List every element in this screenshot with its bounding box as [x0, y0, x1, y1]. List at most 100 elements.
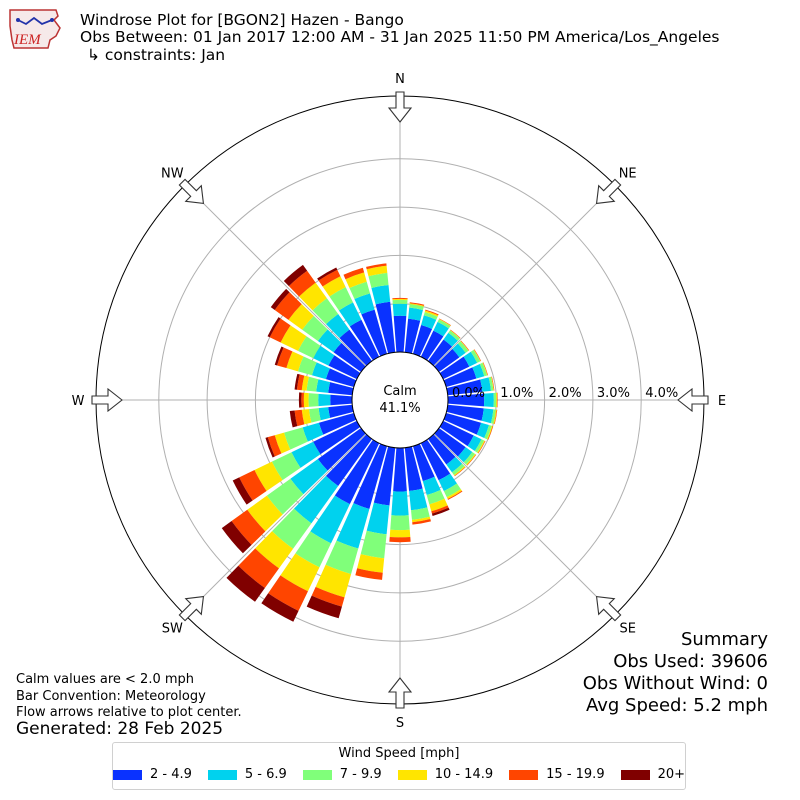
windrose-bar-290-bin-1	[325, 368, 357, 388]
chart-subtitle: Obs Between: 01 Jan 2017 12:00 AM - 31 J…	[80, 28, 720, 46]
windrose-bar-140-bin-5	[454, 466, 466, 477]
windrose-bar-310-bin-5	[274, 292, 302, 320]
windrose-bar-170-bin-2	[409, 488, 428, 511]
legend-label: 5 - 6.9	[244, 767, 287, 782]
windrose-bar-10-bin-2	[408, 307, 423, 321]
windrose-bar-320-bin-4	[299, 282, 327, 311]
windrose-bar-330-bin-2	[338, 302, 362, 327]
windrose-bar-260-bin-4	[301, 409, 312, 425]
chart-constraints: ↳ constraints: Jan	[87, 46, 226, 64]
windrose-bar-150-bin-2	[438, 473, 457, 492]
windrose-bar-140-bin-3	[451, 463, 465, 476]
grid-spoke	[433, 184, 616, 367]
windrose-bar-300-bin-3	[297, 336, 321, 359]
windrose-bar-250-bin-3	[284, 427, 308, 450]
windrose-bar-290-bin-5	[277, 347, 293, 369]
windrose-bar-60-bin-3	[470, 349, 481, 363]
windrose-bar-100-bin-1	[446, 404, 484, 421]
windrose-bar-200-bin-4	[315, 564, 352, 598]
direction-arrow-e	[677, 387, 709, 413]
windrose-bar-340-bin-1	[361, 309, 388, 357]
windrose-bar-320-bin-2	[325, 313, 350, 338]
windrose-bar-80-bin-1	[446, 379, 483, 396]
legend-label: 15 - 19.9	[546, 767, 605, 782]
windrose-bar-170-bin-5	[412, 519, 431, 525]
windrose-bar-90-bin-5	[496, 392, 498, 408]
windrose-bar-170-bin-4	[411, 516, 431, 523]
windrose-bar-280-bin-3	[306, 376, 319, 392]
logo-text: IEM	[13, 32, 42, 48]
windrose-bar-290-bin-4	[286, 351, 304, 372]
windrose-bar-50-bin-5	[460, 340, 470, 351]
calm-label: Calm	[383, 384, 416, 399]
windrose-bar-120-bin-3	[474, 439, 485, 453]
radial-tick-label: 2.0%	[549, 386, 582, 401]
windrose-bar-270-bin-3	[308, 393, 319, 407]
windrose-bar-250-bin-2	[302, 422, 324, 442]
legend-item: 7 - 9.9	[302, 767, 382, 782]
windrose-bar-210-bin-3	[295, 531, 332, 568]
generated-date: Generated: 28 Feb 2025	[16, 719, 224, 739]
windrose-bar-120-bin-5	[477, 440, 486, 454]
windrose-bar-60-bin-2	[463, 351, 478, 367]
windrose-bar-270-bin-1	[330, 394, 353, 406]
windrose-bar-90-bin-4	[496, 392, 498, 408]
windrose-bar-320-bin-6	[283, 264, 308, 287]
windrose-bar-140-bin-4	[453, 466, 466, 476]
windrose-bar-200-bin-1	[353, 443, 388, 509]
direction-arrow-s	[387, 677, 413, 709]
windrose-bar-30-bin-1	[420, 330, 444, 361]
windrose-bar-50-bin-2	[452, 343, 466, 358]
legend-swatch	[207, 769, 237, 780]
windrose-bar-300-bin-1	[328, 355, 361, 380]
windrose-bar-240-bin-1	[313, 420, 361, 455]
windrose-bar-270-bin-4	[303, 392, 309, 408]
windrose-bar-330-bin-4	[322, 276, 346, 297]
windrose-bar-210-bin-5	[268, 575, 308, 611]
windrose-bar-210-bin-6	[261, 593, 299, 622]
windrose-bar-130-bin-2	[457, 447, 473, 463]
windrose-bar-340-bin-2	[354, 293, 375, 315]
windrose-bar-290-bin-2	[311, 362, 330, 380]
windrose-bar-50-bin-3	[457, 341, 469, 353]
direction-label-n: N	[395, 72, 405, 87]
windrose-bar-160-bin-6	[431, 507, 450, 516]
windrose-bar-220-bin-4	[255, 531, 294, 569]
windrose-bar-330-bin-1	[349, 319, 380, 361]
windrose-bar-350-bin-5	[366, 263, 387, 270]
windrose-bar-170-bin-1	[404, 446, 423, 492]
legend-label: 7 - 9.9	[339, 767, 382, 782]
windrose-bar-20-bin-5	[425, 309, 439, 316]
legend-item: 2 - 4.9	[112, 767, 192, 782]
windrose-bar-80-bin-4	[490, 376, 494, 391]
windrose-bar-230-bin-4	[247, 495, 283, 532]
windrose-bar-130-bin-1	[434, 428, 466, 457]
windrose-bar-130-bin-4	[466, 453, 476, 466]
summary-avg-speed: Avg Speed: 5.2 mph	[586, 695, 768, 716]
legend-swatch	[397, 769, 427, 780]
windrose-bar-160-bin-3	[426, 489, 445, 505]
windrose-bar-140-bin-1	[428, 434, 456, 465]
windrose-bar-190-bin-3	[360, 530, 387, 559]
legend-label: 20+	[657, 767, 686, 782]
summary-obs-used: Obs Used: 39606	[613, 651, 768, 672]
direction-arrow-w	[91, 387, 123, 413]
windrose-bar-150-bin-3	[443, 483, 461, 498]
windrose-bar-260-bin-1	[328, 404, 354, 418]
windrose-bar-130-bin-3	[463, 451, 476, 465]
windrose-bar-290-bin-3	[297, 356, 317, 376]
windrose-bar-280-bin-6	[294, 373, 300, 390]
legend-swatch	[620, 769, 650, 780]
windrose-bar-220-bin-5	[238, 548, 279, 589]
grid-spoke	[184, 184, 367, 367]
windrose-bar-70-bin-4	[482, 362, 488, 376]
windrose-bar-320-bin-1	[339, 329, 372, 366]
windrose-bar-230-bin-3	[266, 478, 304, 515]
windrose-bar-290-bin-6	[274, 346, 284, 366]
windrose-bar-330-bin-6	[317, 267, 338, 281]
windrose-bar-200-bin-6	[306, 595, 342, 619]
windrose-bar-240-bin-2	[291, 441, 321, 468]
windrose-bar-10-bin-1	[404, 318, 421, 354]
windrose-bar-270-bin-2	[318, 393, 331, 407]
windrose-bar-310-bin-2	[317, 329, 342, 353]
